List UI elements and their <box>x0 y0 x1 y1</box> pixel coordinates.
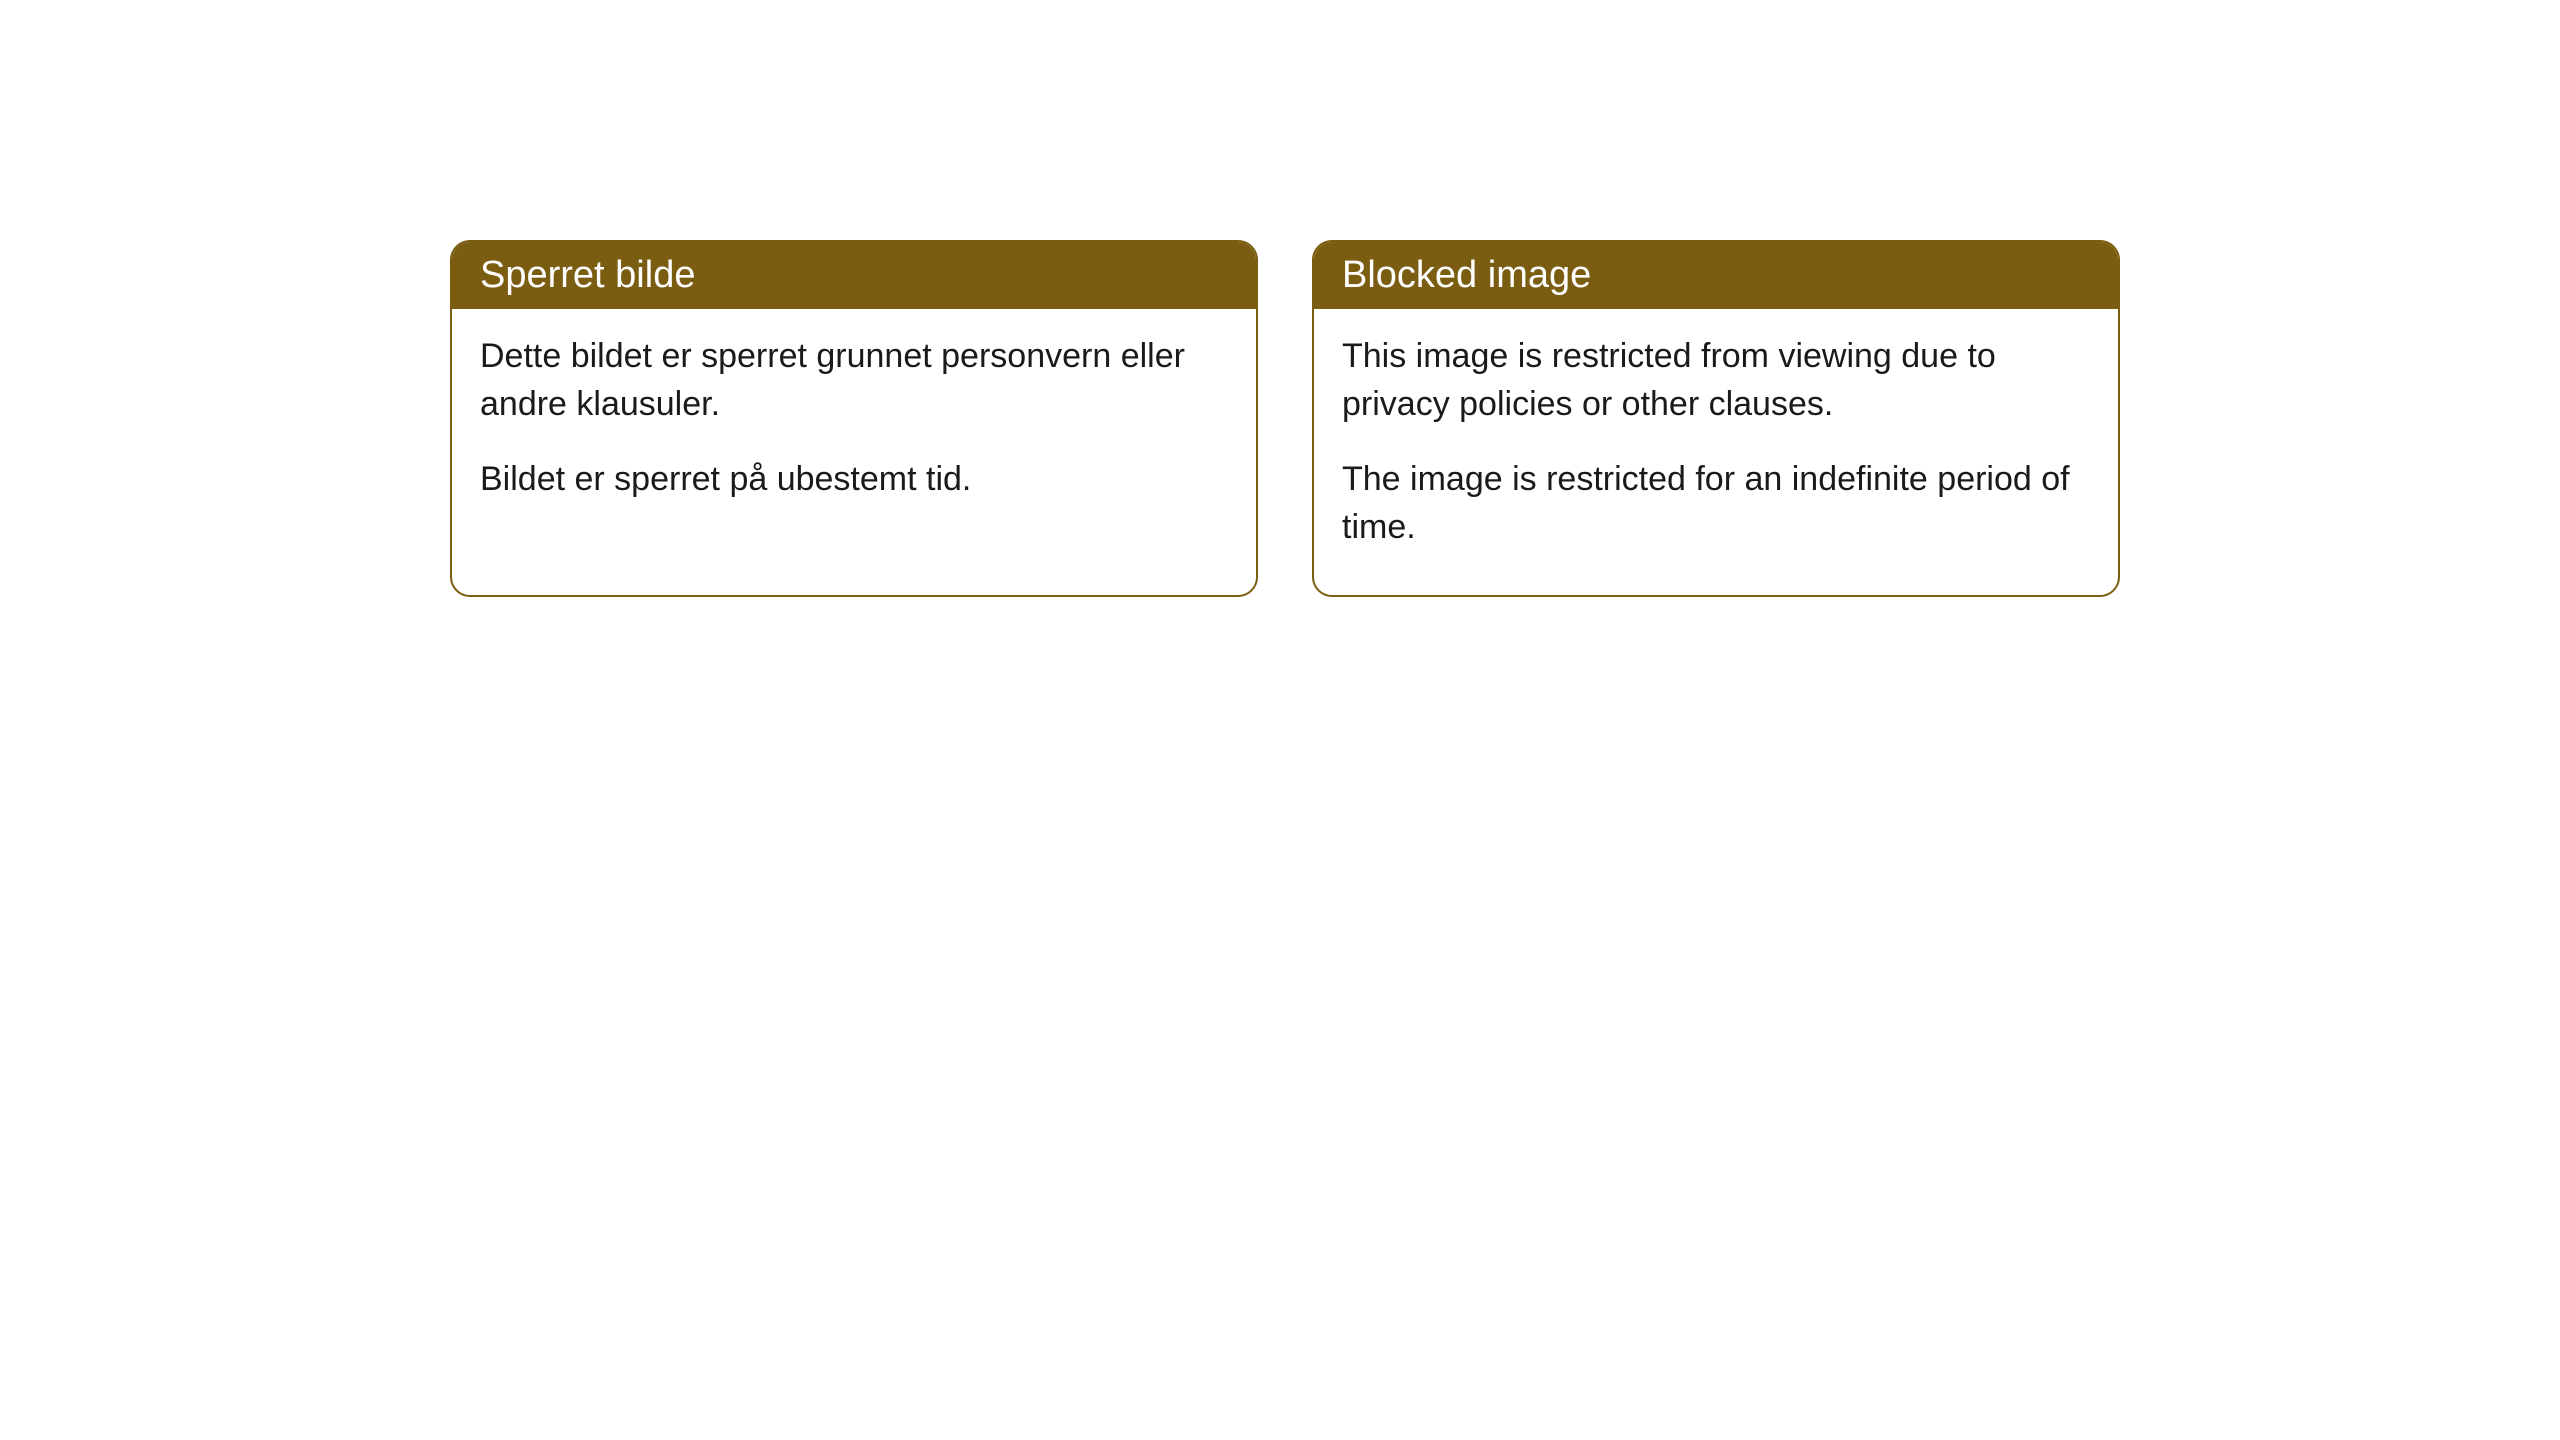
card-title: Blocked image <box>1342 254 1591 296</box>
blocked-image-card-english: Blocked image This image is restricted f… <box>1312 240 2120 597</box>
blocked-image-card-norwegian: Sperret bilde Dette bildet er sperret gr… <box>450 240 1258 597</box>
card-text-2: Bildet er sperret på ubestemt tid. <box>480 456 1228 504</box>
card-title: Sperret bilde <box>480 254 695 296</box>
card-header: Blocked image <box>1314 242 2118 309</box>
notice-container: Sperret bilde Dette bildet er sperret gr… <box>0 0 2560 597</box>
card-text-2: The image is restricted for an indefinit… <box>1342 456 2090 551</box>
card-text-1: Dette bildet er sperret grunnet personve… <box>480 333 1228 428</box>
card-body: Dette bildet er sperret grunnet personve… <box>452 309 1256 548</box>
card-body: This image is restricted from viewing du… <box>1314 309 2118 595</box>
card-header: Sperret bilde <box>452 242 1256 309</box>
card-text-1: This image is restricted from viewing du… <box>1342 333 2090 428</box>
